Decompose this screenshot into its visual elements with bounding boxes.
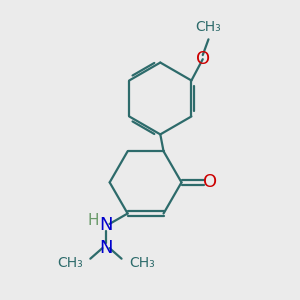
Text: H: H (88, 213, 100, 228)
Text: CH₃: CH₃ (57, 256, 83, 269)
Text: O: O (203, 173, 217, 191)
Text: N: N (99, 215, 113, 233)
Text: O: O (196, 50, 210, 68)
Text: CH₃: CH₃ (129, 256, 155, 269)
Text: CH₃: CH₃ (196, 20, 221, 34)
Text: N: N (99, 239, 113, 257)
